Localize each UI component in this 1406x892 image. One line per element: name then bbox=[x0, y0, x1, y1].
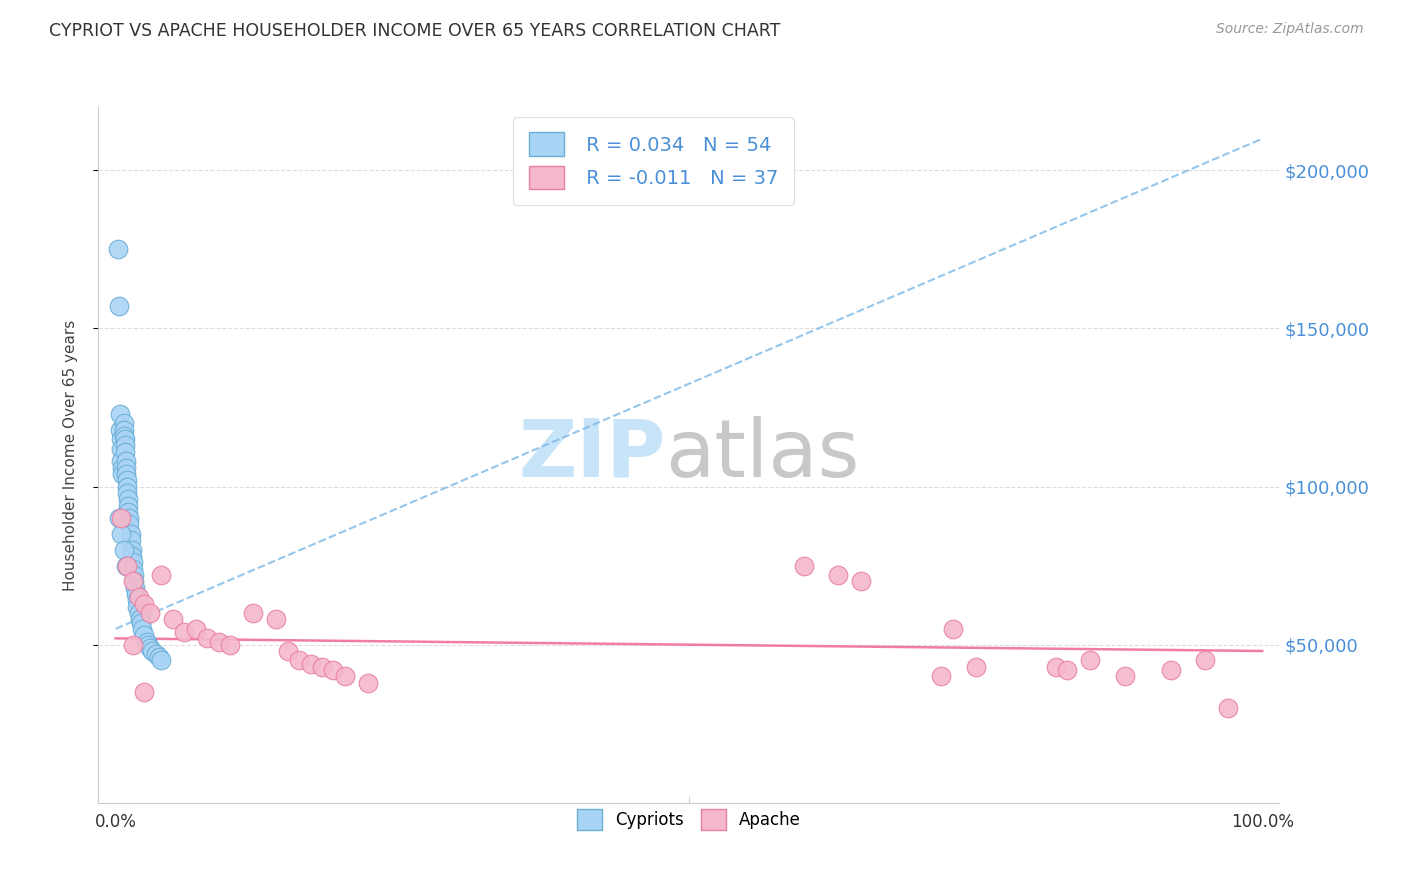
Point bbox=[112, 417, 135, 431]
Point bbox=[129, 615, 152, 630]
Point bbox=[124, 581, 146, 595]
Point bbox=[150, 653, 173, 667]
Point bbox=[139, 640, 162, 655]
Point bbox=[121, 574, 143, 589]
Point bbox=[115, 454, 138, 468]
Point bbox=[1194, 653, 1216, 667]
Point bbox=[112, 429, 135, 443]
Point bbox=[122, 574, 145, 589]
Point bbox=[108, 299, 131, 313]
Point bbox=[288, 653, 311, 667]
Point bbox=[114, 432, 136, 446]
Point bbox=[121, 549, 143, 563]
Point bbox=[139, 606, 162, 620]
Point bbox=[128, 591, 150, 605]
Point bbox=[242, 606, 264, 620]
Point bbox=[121, 638, 143, 652]
Point bbox=[117, 505, 139, 519]
Point bbox=[115, 460, 138, 475]
Point bbox=[114, 438, 136, 452]
Y-axis label: Householder Income Over 65 years: Householder Income Over 65 years bbox=[63, 319, 77, 591]
Point bbox=[111, 467, 134, 481]
Point bbox=[793, 558, 815, 573]
Point bbox=[134, 628, 156, 642]
Point bbox=[264, 612, 287, 626]
Point bbox=[357, 675, 380, 690]
Point bbox=[322, 663, 344, 677]
Text: ZIP: ZIP bbox=[517, 416, 665, 494]
Point bbox=[1045, 660, 1067, 674]
Point bbox=[118, 511, 141, 525]
Point bbox=[333, 669, 356, 683]
Point bbox=[965, 660, 987, 674]
Point bbox=[162, 612, 184, 626]
Point bbox=[134, 685, 156, 699]
Point bbox=[112, 423, 135, 437]
Point bbox=[136, 638, 159, 652]
Point bbox=[942, 622, 965, 636]
Point bbox=[121, 562, 143, 576]
Point bbox=[1160, 663, 1182, 677]
Point bbox=[107, 243, 129, 257]
Point bbox=[195, 632, 218, 646]
Point bbox=[128, 612, 150, 626]
Point bbox=[1216, 701, 1239, 715]
Point bbox=[173, 625, 195, 640]
Point bbox=[117, 492, 139, 507]
Point bbox=[114, 444, 136, 458]
Point bbox=[115, 467, 138, 481]
Point bbox=[128, 606, 150, 620]
Point bbox=[110, 432, 132, 446]
Point bbox=[150, 568, 173, 582]
Point bbox=[120, 533, 142, 548]
Point bbox=[115, 479, 138, 493]
Point bbox=[1056, 663, 1078, 677]
Point bbox=[141, 644, 163, 658]
Point bbox=[110, 442, 132, 456]
Point bbox=[827, 568, 849, 582]
Text: CYPRIOT VS APACHE HOUSEHOLDER INCOME OVER 65 YEARS CORRELATION CHART: CYPRIOT VS APACHE HOUSEHOLDER INCOME OVE… bbox=[49, 22, 780, 40]
Point bbox=[111, 460, 134, 475]
Point bbox=[115, 558, 138, 573]
Point bbox=[127, 593, 149, 607]
Point bbox=[118, 517, 141, 532]
Point bbox=[134, 597, 156, 611]
Legend: Cypriots, Apache: Cypriots, Apache bbox=[571, 803, 807, 836]
Point bbox=[148, 650, 170, 665]
Point bbox=[929, 669, 952, 683]
Point bbox=[849, 574, 872, 589]
Point bbox=[1078, 653, 1101, 667]
Point bbox=[108, 423, 131, 437]
Point bbox=[115, 558, 138, 573]
Point bbox=[127, 599, 149, 614]
Point bbox=[122, 568, 145, 582]
Point bbox=[115, 486, 138, 500]
Point bbox=[121, 556, 143, 570]
Point bbox=[115, 473, 138, 487]
Point bbox=[120, 527, 142, 541]
Point bbox=[1114, 669, 1136, 683]
Point bbox=[184, 622, 207, 636]
Point bbox=[125, 587, 148, 601]
Point bbox=[219, 638, 242, 652]
Point bbox=[110, 454, 132, 468]
Point bbox=[117, 499, 139, 513]
Point bbox=[110, 511, 132, 525]
Point bbox=[135, 634, 157, 648]
Point bbox=[145, 647, 167, 661]
Point bbox=[110, 527, 132, 541]
Point bbox=[121, 542, 143, 557]
Text: atlas: atlas bbox=[665, 416, 859, 494]
Point bbox=[108, 407, 131, 421]
Text: Source: ZipAtlas.com: Source: ZipAtlas.com bbox=[1216, 22, 1364, 37]
Point bbox=[311, 660, 333, 674]
Point bbox=[208, 634, 231, 648]
Point bbox=[131, 622, 153, 636]
Point bbox=[108, 511, 131, 525]
Point bbox=[112, 542, 135, 557]
Point bbox=[299, 657, 322, 671]
Point bbox=[277, 644, 299, 658]
